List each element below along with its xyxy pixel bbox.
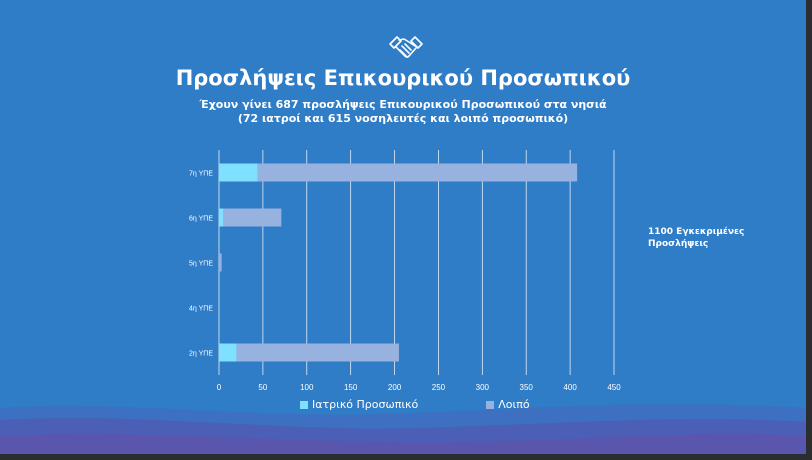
legend-label-medical: Ιατρικό Προσωπικό [312, 398, 419, 411]
legend-swatch-medical [300, 400, 308, 409]
legend-swatch-other [486, 400, 495, 409]
y-category-label: 6η ΥΠΕ [189, 216, 213, 223]
approved-hires-note: 1100 Εγκεκριμένες Προσλήψεις [648, 226, 778, 250]
x-tick-label: 0 [217, 383, 222, 392]
frame-right [806, 0, 812, 460]
chart-subtitle-line1: Έχουν γίνει 687 προσλήψεις Επικουρικού Π… [199, 98, 607, 111]
x-tick-label: 450 [607, 383, 621, 392]
x-tick-label: 300 [476, 383, 490, 392]
legend-item-other: Λοιπό [486, 398, 530, 411]
legend-item-medical: Ιατρικό Προσωπικό [300, 398, 418, 411]
x-tick-label: 400 [563, 383, 577, 392]
legend-label-other: Λοιπό [498, 398, 530, 411]
handshake-icon [389, 36, 423, 58]
x-tick-label: 350 [520, 383, 534, 392]
approved-hires-note-line2: Προσλήψεις [648, 239, 709, 249]
x-tick-label: 150 [344, 383, 358, 392]
y-category-label: 2η ΥΠΕ [189, 351, 213, 358]
chart-title: Προσλήψεις Επικουρικού Προσωπικού [175, 66, 631, 90]
y-category-label: 5η ΥΠΕ [189, 261, 213, 268]
chart-legend: Ιατρικό Προσωπικό Λοιπό [300, 398, 598, 411]
frame-bottom [0, 454, 812, 460]
chart-subtitle-line2: (72 ιατροί και 615 νοσηλευτές και λοιπό … [237, 112, 569, 125]
bar-medical [219, 208, 224, 227]
bottom-wave-decoration [0, 404, 806, 454]
bar-chart: 0 50 100 150 200 250 300 350 400 450 7η ΥΠΕ 6η ΥΠΕ 5… [189, 150, 621, 392]
y-category-label: 7η ΥΠΕ [189, 171, 213, 178]
bar-other [219, 253, 222, 272]
x-tick-label: 50 [258, 383, 267, 392]
x-tick-label: 100 [300, 383, 314, 392]
bar-medical [219, 163, 258, 182]
x-tick-label: 200 [388, 383, 402, 392]
approved-hires-note-line1: 1100 Εγκεκριμένες [648, 227, 745, 237]
x-tick-label: 250 [432, 383, 446, 392]
bar-medical [219, 343, 237, 362]
y-category-label: 4η ΥΠΕ [189, 306, 213, 313]
bar-other [257, 163, 578, 182]
slide: Προσλήψεις Επικουρικού Προσωπικού Έχουν … [0, 0, 806, 454]
bar-other [223, 208, 282, 227]
bar-other [236, 343, 399, 362]
